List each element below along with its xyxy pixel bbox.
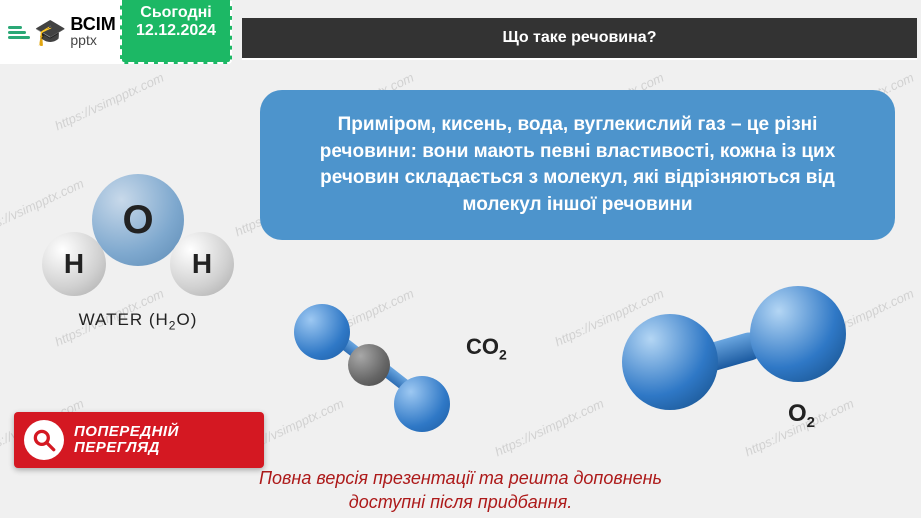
footer-line-1: Повна версія презентації та решта доповн…	[0, 467, 921, 490]
logo-brand-bottom: pptx	[70, 32, 115, 48]
o2-atom-2	[750, 286, 846, 382]
water-molecule: O H H WATER (H2O)	[38, 174, 238, 354]
oxygen-atom: O	[92, 174, 184, 266]
o2-molecule: O2	[616, 286, 856, 426]
header: 🎓 ВСІМ pptx Сьогодні 12.12.2024 Що таке …	[0, 0, 921, 82]
footer-note: Повна версія презентації та решта доповн…	[0, 467, 921, 514]
water-caption: WATER (H2O)	[38, 310, 238, 332]
magnifier-icon	[24, 420, 64, 460]
date-badge: Сьогодні 12.12.2024	[120, 0, 232, 64]
o2-atom-1	[622, 314, 718, 410]
co2-oxygen-1	[294, 304, 350, 360]
main-callout: Приміром, кисень, вода, вуглекислий газ …	[260, 90, 895, 240]
co2-label-text: CO	[466, 334, 499, 359]
logo-brand-top: ВСІМ	[70, 16, 115, 32]
date-badge-label: Сьогодні	[126, 4, 226, 22]
preview-line-1: ПОПЕРЕДНІЙ	[74, 424, 179, 441]
slide-title: Що таке речовина?	[242, 18, 917, 60]
co2-carbon	[348, 344, 390, 386]
date-badge-date: 12.12.2024	[126, 22, 226, 40]
preview-banner: ПОПЕРЕДНІЙ ПЕРЕГЛЯД	[14, 412, 264, 468]
co2-label-sub: 2	[499, 346, 507, 362]
co2-oxygen-2	[394, 376, 450, 432]
water-caption-post: O)	[176, 310, 197, 329]
graduation-cap-icon: 🎓	[34, 17, 66, 48]
co2-label: CO2	[466, 334, 507, 362]
logo-text: ВСІМ pptx	[70, 16, 115, 48]
water-caption-pre: WATER (H	[79, 310, 169, 329]
footer-line-2: доступні після придбання.	[0, 491, 921, 514]
logo-lines-icon	[8, 24, 30, 41]
preview-line-2: ПЕРЕГЛЯД	[74, 440, 179, 457]
hydrogen-atom-right: H	[170, 232, 234, 296]
o2-label-text: O	[788, 400, 807, 427]
preview-text: ПОПЕРЕДНІЙ ПЕРЕГЛЯД	[74, 424, 179, 457]
logo-block: 🎓 ВСІМ pptx	[0, 0, 130, 64]
hydrogen-atom-left: H	[42, 232, 106, 296]
o2-label: O2	[788, 400, 815, 431]
co2-molecule: CO2	[294, 300, 474, 430]
o2-label-sub: 2	[807, 414, 815, 431]
